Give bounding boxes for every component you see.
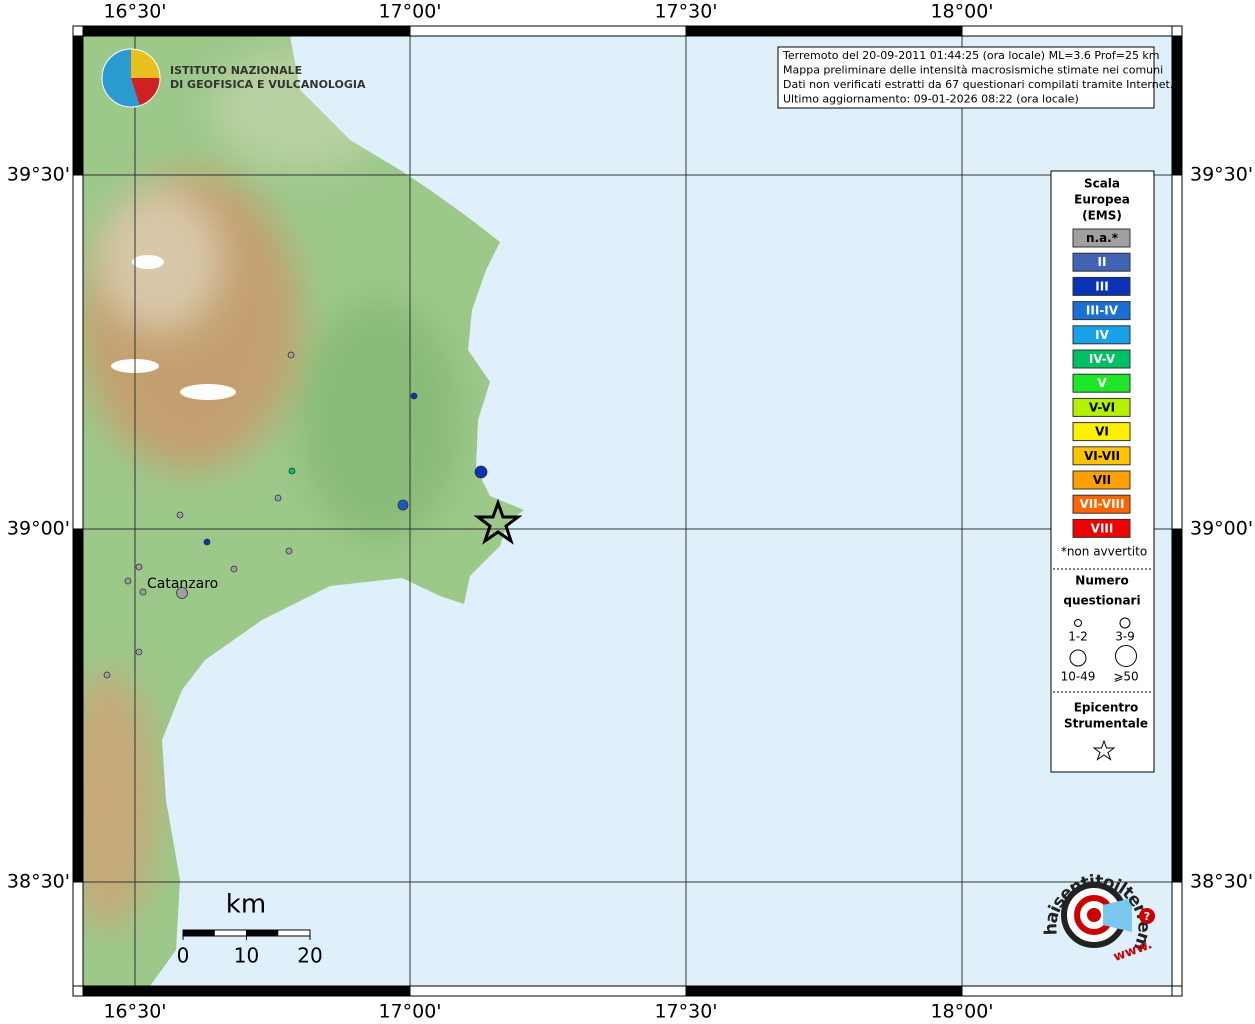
lat-label: 39°00'	[1190, 518, 1253, 540]
frame-bar	[72, 881, 84, 987]
legend-label: IV	[1095, 328, 1109, 342]
scale-label: 0	[177, 944, 190, 968]
badge-mark: ?	[1144, 910, 1150, 923]
lon-label: 16°30'	[103, 1, 166, 23]
legend-swatch	[1072, 276, 1131, 296]
frame-bar	[1171, 528, 1183, 883]
logo: ISTITUTO NAZIONALE DI GEOFISICA E VULCAN…	[101, 48, 366, 108]
legend: ScalaEuropea(EMS)n.a.*IIIIIIII-IVIVIV-VV…	[1050, 170, 1155, 773]
legend-swatch	[1072, 446, 1131, 466]
graticule	[83, 36, 1172, 986]
legend-label: III	[1095, 279, 1108, 293]
frame-bar	[409, 25, 687, 37]
info-box: Terremoto del 20-09-2011 01:44:25 (ora l…	[777, 46, 1173, 109]
legend-size	[1074, 619, 1082, 627]
frame-bar	[72, 35, 84, 176]
legend-swatch	[1072, 252, 1131, 272]
legend-title: Strumentale	[1064, 717, 1148, 731]
legend-swatch	[1072, 301, 1131, 321]
legend-label: VI-VII	[1084, 449, 1120, 463]
legend-size	[1115, 645, 1137, 667]
scale-segment	[246, 930, 279, 936]
legend-swatch	[1072, 518, 1131, 538]
legend-size-label: 3-9	[1115, 630, 1135, 644]
lon-label: 18°00'	[930, 1001, 993, 1023]
info-line: Dati non verificati estratti da 67 quest…	[783, 78, 1173, 91]
legend-size-label: 1-2	[1068, 630, 1088, 644]
legend-title: Epicentro	[1074, 701, 1139, 715]
lon-label: 18°00'	[930, 1, 993, 23]
lon-label: 17°00'	[378, 1, 441, 23]
legend-title: Scala	[1084, 177, 1120, 191]
legend-swatch	[1072, 494, 1131, 514]
frame-bar	[1171, 881, 1183, 987]
info-line: Terremoto del 20-09-2011 01:44:25 (ora l…	[782, 49, 1160, 62]
frame-bar	[1171, 174, 1183, 530]
legend-label: VII-VIII	[1079, 497, 1124, 511]
legend-swatch	[1072, 373, 1131, 393]
legend-label: II	[1098, 255, 1107, 269]
legend-label: V-VI	[1089, 400, 1115, 414]
observations	[103, 351, 488, 679]
lon-label: 17°30'	[654, 1001, 717, 1023]
legend-swatch	[1072, 349, 1131, 369]
legend-swatch	[1072, 228, 1131, 248]
lat-label: 39°30'	[7, 164, 70, 186]
lon-label: 16°30'	[103, 1001, 166, 1023]
scale-unit: km	[226, 890, 266, 920]
frame-bar	[685, 25, 963, 37]
frame	[72, 25, 1183, 997]
institute-name: DI GEOFISICA E VULCANOLOGIA	[170, 78, 366, 91]
legend-title: questionari	[1063, 594, 1140, 608]
legend-title: Europea	[1074, 193, 1130, 207]
legend-swatch	[1072, 470, 1131, 490]
scale-bar: km 0 10 20	[177, 890, 323, 968]
frame-bar	[82, 25, 411, 37]
legend-title: (EMS)	[1082, 209, 1122, 223]
legend-label: IV-V	[1089, 352, 1116, 366]
legend-star	[1092, 739, 1116, 761]
map-area: Catanzaro ISTITUTO NAZIONALE DI GEOFISIC…	[83, 36, 1173, 986]
legend-title: Numero	[1075, 574, 1128, 588]
legend-swatch	[1072, 325, 1131, 345]
frame-bar	[409, 985, 687, 997]
frame-bar	[961, 985, 1173, 997]
info-line: Mappa preliminare delle intensità macros…	[783, 64, 1163, 77]
lat-label: 39°30'	[1190, 164, 1253, 186]
legend-label: VIII	[1091, 521, 1114, 535]
legend-swatch	[1072, 422, 1131, 442]
legend-note: *non avvertito	[1061, 545, 1147, 559]
epicenter	[473, 498, 523, 545]
scale-segment	[183, 930, 215, 936]
frame-bar	[82, 985, 411, 997]
frame-bar	[1171, 35, 1183, 176]
legend-label: III-IV	[1086, 304, 1119, 318]
scale-label: 10	[234, 944, 259, 968]
frame-bar	[685, 985, 963, 997]
lon-label: 17°00'	[378, 1001, 441, 1023]
scale-label: 20	[297, 944, 322, 968]
legend-swatch	[1072, 397, 1131, 417]
legend-size	[1119, 617, 1131, 629]
info-line: Ultimo aggiornamento: 09-01-2026 08:22 (…	[783, 93, 1079, 106]
lon-label: 17°30'	[654, 1, 717, 23]
place-label: Catanzaro	[147, 576, 218, 592]
institute-name: ISTITUTO NAZIONALE	[170, 64, 302, 77]
legend-size	[1069, 649, 1087, 667]
lat-label: 38°30'	[1190, 871, 1253, 893]
legend-label: VII	[1093, 473, 1111, 487]
legend-size-label: ⩾50	[1113, 670, 1138, 684]
lat-label: 38°30'	[7, 871, 70, 893]
legend-label: n.a.*	[1086, 231, 1119, 245]
legend-size-label: 10-49	[1061, 670, 1096, 684]
frame-bar	[961, 25, 1173, 37]
frame-bar	[72, 174, 84, 530]
lat-label: 39°00'	[7, 518, 70, 540]
frame-bar	[72, 528, 84, 883]
legend-label: V	[1097, 376, 1107, 390]
legend-label: VI	[1095, 425, 1109, 439]
